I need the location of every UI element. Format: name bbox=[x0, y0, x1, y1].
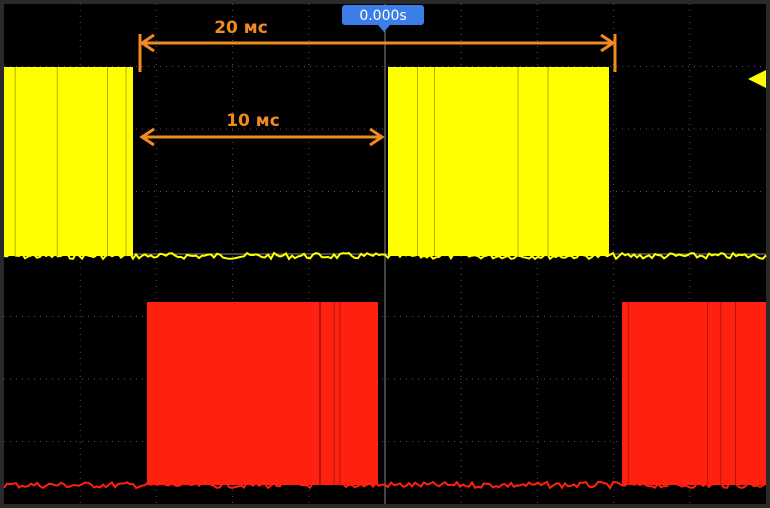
arrow-head bbox=[369, 127, 385, 147]
time-offset: 0.000s bbox=[359, 8, 406, 24]
arrow-head bbox=[139, 127, 155, 147]
measure-label: 10 мс bbox=[226, 111, 280, 131]
ch2-burst bbox=[622, 302, 766, 485]
trigger-pointer bbox=[378, 25, 390, 32]
arrow-head bbox=[139, 33, 155, 53]
measure-label: 20 мс bbox=[214, 18, 268, 38]
trigger-level-marker bbox=[748, 70, 766, 88]
waveforms bbox=[3, 67, 767, 490]
ch1-burst bbox=[4, 67, 133, 256]
ch1-burst bbox=[388, 67, 609, 256]
ch2-burst bbox=[147, 302, 378, 485]
arrow-head bbox=[600, 33, 616, 53]
measure-20 bbox=[138, 33, 617, 147]
time-tab bbox=[342, 5, 424, 25]
